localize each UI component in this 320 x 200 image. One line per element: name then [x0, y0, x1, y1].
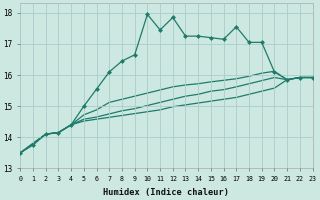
- X-axis label: Humidex (Indice chaleur): Humidex (Indice chaleur): [103, 188, 229, 197]
